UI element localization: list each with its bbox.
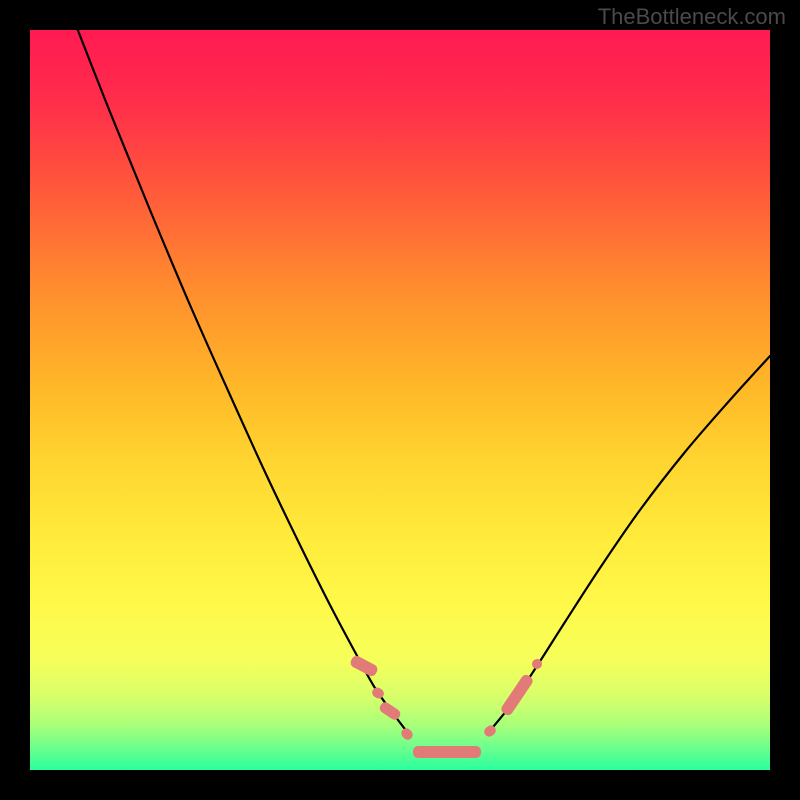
- chart-frame: TheBottleneck.com: [0, 0, 800, 800]
- curve-marker: [413, 746, 481, 758]
- curve-marker: [349, 654, 379, 678]
- left-curve: [70, 10, 408, 733]
- curve-marker: [499, 673, 534, 717]
- right-curve: [488, 356, 770, 733]
- curve-marker: [370, 686, 385, 701]
- curve-marker: [399, 726, 415, 742]
- curve-markers: [349, 654, 544, 758]
- curve-layer: [0, 0, 800, 800]
- curve-marker: [378, 700, 402, 721]
